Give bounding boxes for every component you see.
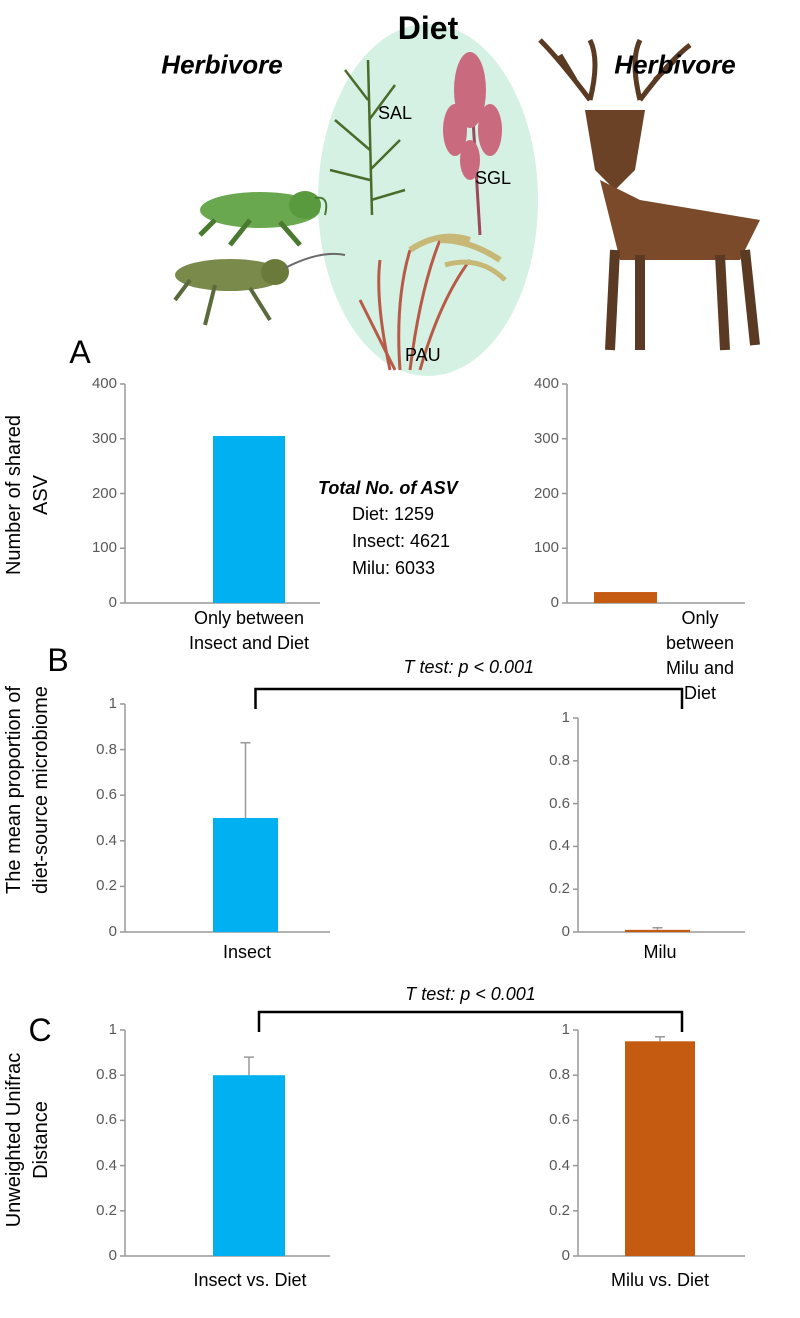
x-tick-label: Milu <box>643 942 677 962</box>
x-tick-label: Only between Milu and Diet <box>665 608 735 703</box>
y-tick-label: 0.8 <box>549 751 570 769</box>
grasshopper-green <box>198 191 328 247</box>
y-tick-label: 300 <box>91 429 117 447</box>
plant-sgl <box>443 52 502 236</box>
plant-pau <box>358 233 507 371</box>
y-tick-label: 0 <box>561 923 570 940</box>
y-tick-label: 0.6 <box>549 1111 570 1129</box>
y-tick-label: 1 <box>561 709 570 726</box>
error-bar <box>655 1036 665 1042</box>
consumer-label: Herbivore <box>614 49 736 80</box>
y-axis-label: Number of shared ASV <box>3 414 52 576</box>
significance-label: T test: p < 0.001 <box>405 984 536 1005</box>
y-tick-label: 0.4 <box>549 837 570 855</box>
bar <box>213 1075 285 1256</box>
bar <box>625 1041 695 1256</box>
plant-sal <box>329 59 406 216</box>
y-tick-label: 300 <box>533 429 559 447</box>
y-tick-label: 0.2 <box>96 1201 117 1219</box>
plant-label: SAL <box>378 103 413 123</box>
annotation-line: Insect: 4621 <box>352 531 451 551</box>
panel-label: C <box>28 1011 52 1048</box>
y-tick-label: 400 <box>533 375 559 392</box>
x-tick-label: Only between Insect and Diet <box>188 608 310 653</box>
y-tick-label: 0 <box>108 594 117 611</box>
significance-bracket <box>254 687 684 709</box>
y-tick-label: 0 <box>550 594 559 611</box>
y-tick-label: 0.8 <box>96 1066 117 1084</box>
deer <box>538 38 760 351</box>
bar <box>594 592 657 603</box>
panel-label: B <box>47 641 69 678</box>
error-bar <box>244 1056 254 1076</box>
y-tick-label: 0.6 <box>549 794 570 812</box>
significance-bracket <box>257 1010 684 1032</box>
bar <box>213 818 278 932</box>
y-tick-label: 200 <box>533 484 559 502</box>
y-tick-label: 100 <box>533 539 559 557</box>
y-tick-label: 0.6 <box>96 786 117 804</box>
y-tick-label: 1 <box>561 1021 570 1038</box>
grasshopper-brown <box>173 252 346 326</box>
consumer-label: Herbivore <box>161 49 283 80</box>
diet-title: Diet <box>397 9 459 46</box>
y-tick-label: 400 <box>91 375 117 392</box>
y-tick-label: 0.4 <box>549 1156 570 1174</box>
bar <box>625 929 690 932</box>
significance-label: T test: p < 0.001 <box>403 657 535 678</box>
y-tick-label: 0 <box>561 1247 570 1264</box>
plant-label: SGL <box>475 168 512 188</box>
y-tick-label: 0.2 <box>96 877 117 895</box>
y-tick-label: 0.4 <box>96 1156 117 1174</box>
y-tick-label: 0.2 <box>549 880 570 898</box>
panel-label: A <box>69 333 91 370</box>
y-tick-label: 1 <box>108 695 117 712</box>
y-tick-label: 0.2 <box>549 1201 570 1219</box>
y-tick-label: 1 <box>108 1021 117 1038</box>
y-tick-label: 0 <box>108 1247 117 1264</box>
x-tick-label: Insect vs. Diet <box>193 1270 307 1290</box>
annotation-line: Milu: 6033 <box>352 558 436 578</box>
bar <box>213 436 285 603</box>
y-axis-label: The mean proportion of diet-source micro… <box>3 686 52 894</box>
y-tick-label: 0.6 <box>96 1111 117 1129</box>
error-bar <box>240 742 251 818</box>
y-tick-label: 200 <box>91 484 117 502</box>
y-tick-label: 0.8 <box>96 740 117 758</box>
x-tick-label: Milu vs. Diet <box>610 1270 710 1290</box>
x-tick-label: Insect <box>222 942 272 962</box>
y-tick-label: 0 <box>108 923 117 940</box>
annotation-line: Diet: 1259 <box>352 504 435 524</box>
y-tick-label: 0.4 <box>96 831 117 849</box>
error-bar <box>652 926 663 930</box>
annotation-title: Total No. of ASV <box>318 478 458 498</box>
y-tick-label: 0.8 <box>549 1066 570 1084</box>
y-tick-label: 100 <box>91 539 117 557</box>
plant-label: PAU <box>405 345 441 365</box>
